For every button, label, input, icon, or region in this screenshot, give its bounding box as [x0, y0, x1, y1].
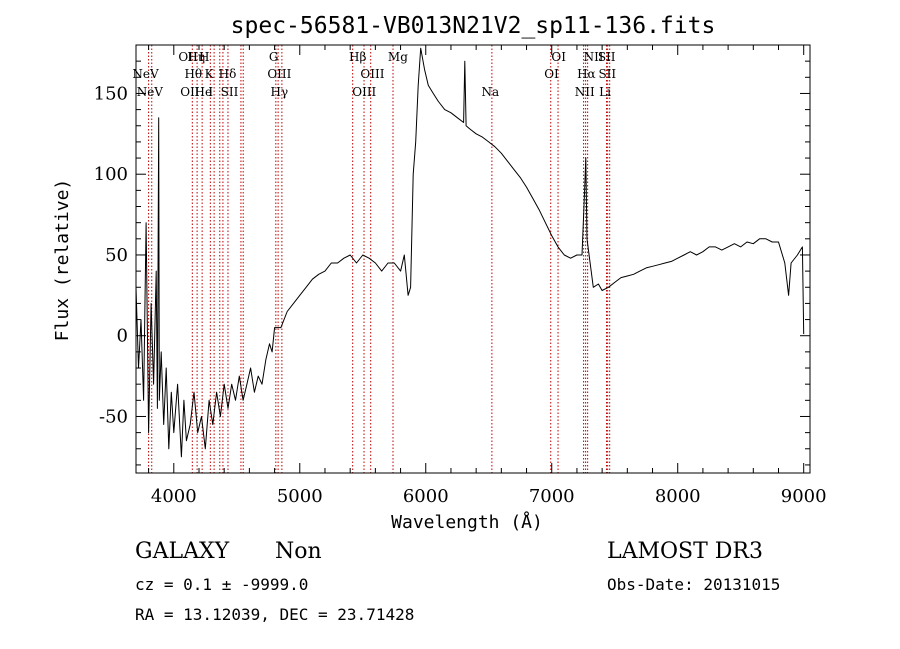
- x-tick-label: 5000: [277, 486, 323, 507]
- spectral-line-label: Hγ: [271, 85, 289, 99]
- spectral-line-markers: [148, 45, 611, 473]
- spectral-line-label: Hα: [577, 67, 596, 81]
- x-tick-label: 6000: [403, 486, 449, 507]
- spectral-line-label: K: [205, 67, 215, 81]
- object-subclass: Non: [275, 539, 322, 564]
- spectral-line-label: OII: [180, 85, 200, 99]
- y-tick-label: 0: [117, 326, 128, 347]
- x-tick-label: 9000: [781, 486, 827, 507]
- spectrum-series: [135, 47, 805, 458]
- spectral-line-label: OIII: [267, 67, 291, 81]
- spectral-line-label: Hθ: [184, 67, 202, 81]
- survey-name: LAMOST DR3: [607, 539, 763, 564]
- y-tick-label: 150: [94, 83, 128, 104]
- spectral-line-label: Hη: [187, 50, 205, 64]
- plot-frame: [135, 44, 811, 474]
- y-axis-label: Flux (relative): [52, 179, 73, 342]
- ra-dec-coordinates: RA = 13.12039, DEC = 23.71428: [135, 605, 414, 624]
- spectral-line-label: He: [194, 85, 212, 99]
- spectral-line-label: NeV: [137, 85, 164, 99]
- y-axis: -50 0 50 100 150: [94, 44, 810, 466]
- spectral-line-label: H: [199, 50, 209, 64]
- x-tick-label: 8000: [655, 486, 701, 507]
- x-axis-label: Wavelength (Å): [391, 511, 543, 533]
- spectral-line-label: NII: [584, 50, 604, 64]
- chart-title: spec-56581-VB013N21V2_sp11-136.fits: [231, 13, 716, 39]
- observation-date: Obs-Date: 20131015: [607, 575, 780, 594]
- redshift-cz: cz = 0.1 ± -9999.0: [135, 575, 308, 594]
- y-tick-label: -50: [99, 406, 128, 427]
- y-tick-label: 100: [94, 164, 128, 185]
- spectral-line-label: OIII: [352, 85, 376, 99]
- y-tick-label: 50: [105, 245, 128, 266]
- x-tick-label: 4000: [151, 486, 197, 507]
- spectral-line-label: NII: [575, 85, 595, 99]
- spectral-line-label: Hβ: [349, 50, 366, 64]
- spectral-line-label: I: [208, 85, 213, 99]
- spectral-line-label: Li: [599, 85, 611, 99]
- spectral-line-label: SII: [221, 85, 239, 99]
- spectral-line-label: OI: [551, 50, 566, 64]
- object-class: GALAXY: [135, 539, 230, 564]
- spectrum-line: [135, 47, 805, 458]
- spectral-line-label: Na: [482, 85, 500, 99]
- spectral-line-label: OIII: [360, 67, 384, 81]
- spectral-line-label: Hδ: [219, 67, 237, 81]
- x-tick-label: 7000: [529, 486, 575, 507]
- x-axis: 4000 5000 6000 7000 8000 9000: [148, 45, 827, 507]
- spectral-line-label: Mg: [388, 50, 408, 64]
- spectral-line-label: SII: [598, 50, 616, 64]
- spectral-line-label: OII: [178, 50, 198, 64]
- spectral-line-label: OI: [544, 67, 559, 81]
- spectral-line-label: SII: [598, 67, 616, 81]
- spectral-line-label: G: [269, 50, 279, 64]
